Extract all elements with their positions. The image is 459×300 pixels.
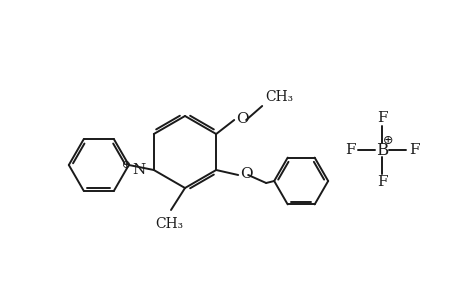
Text: F: F [344, 143, 354, 157]
Text: F: F [376, 175, 386, 189]
Text: CH₃: CH₃ [264, 90, 293, 104]
Text: B: B [375, 142, 387, 158]
Text: O: O [235, 112, 248, 126]
Text: F: F [376, 111, 386, 125]
Text: CH₃: CH₃ [155, 217, 183, 231]
Text: O: O [240, 167, 252, 181]
Text: $^\oplus$N: $^\oplus$N [119, 160, 147, 178]
Text: $\oplus$: $\oplus$ [381, 134, 393, 146]
Text: F: F [408, 143, 418, 157]
